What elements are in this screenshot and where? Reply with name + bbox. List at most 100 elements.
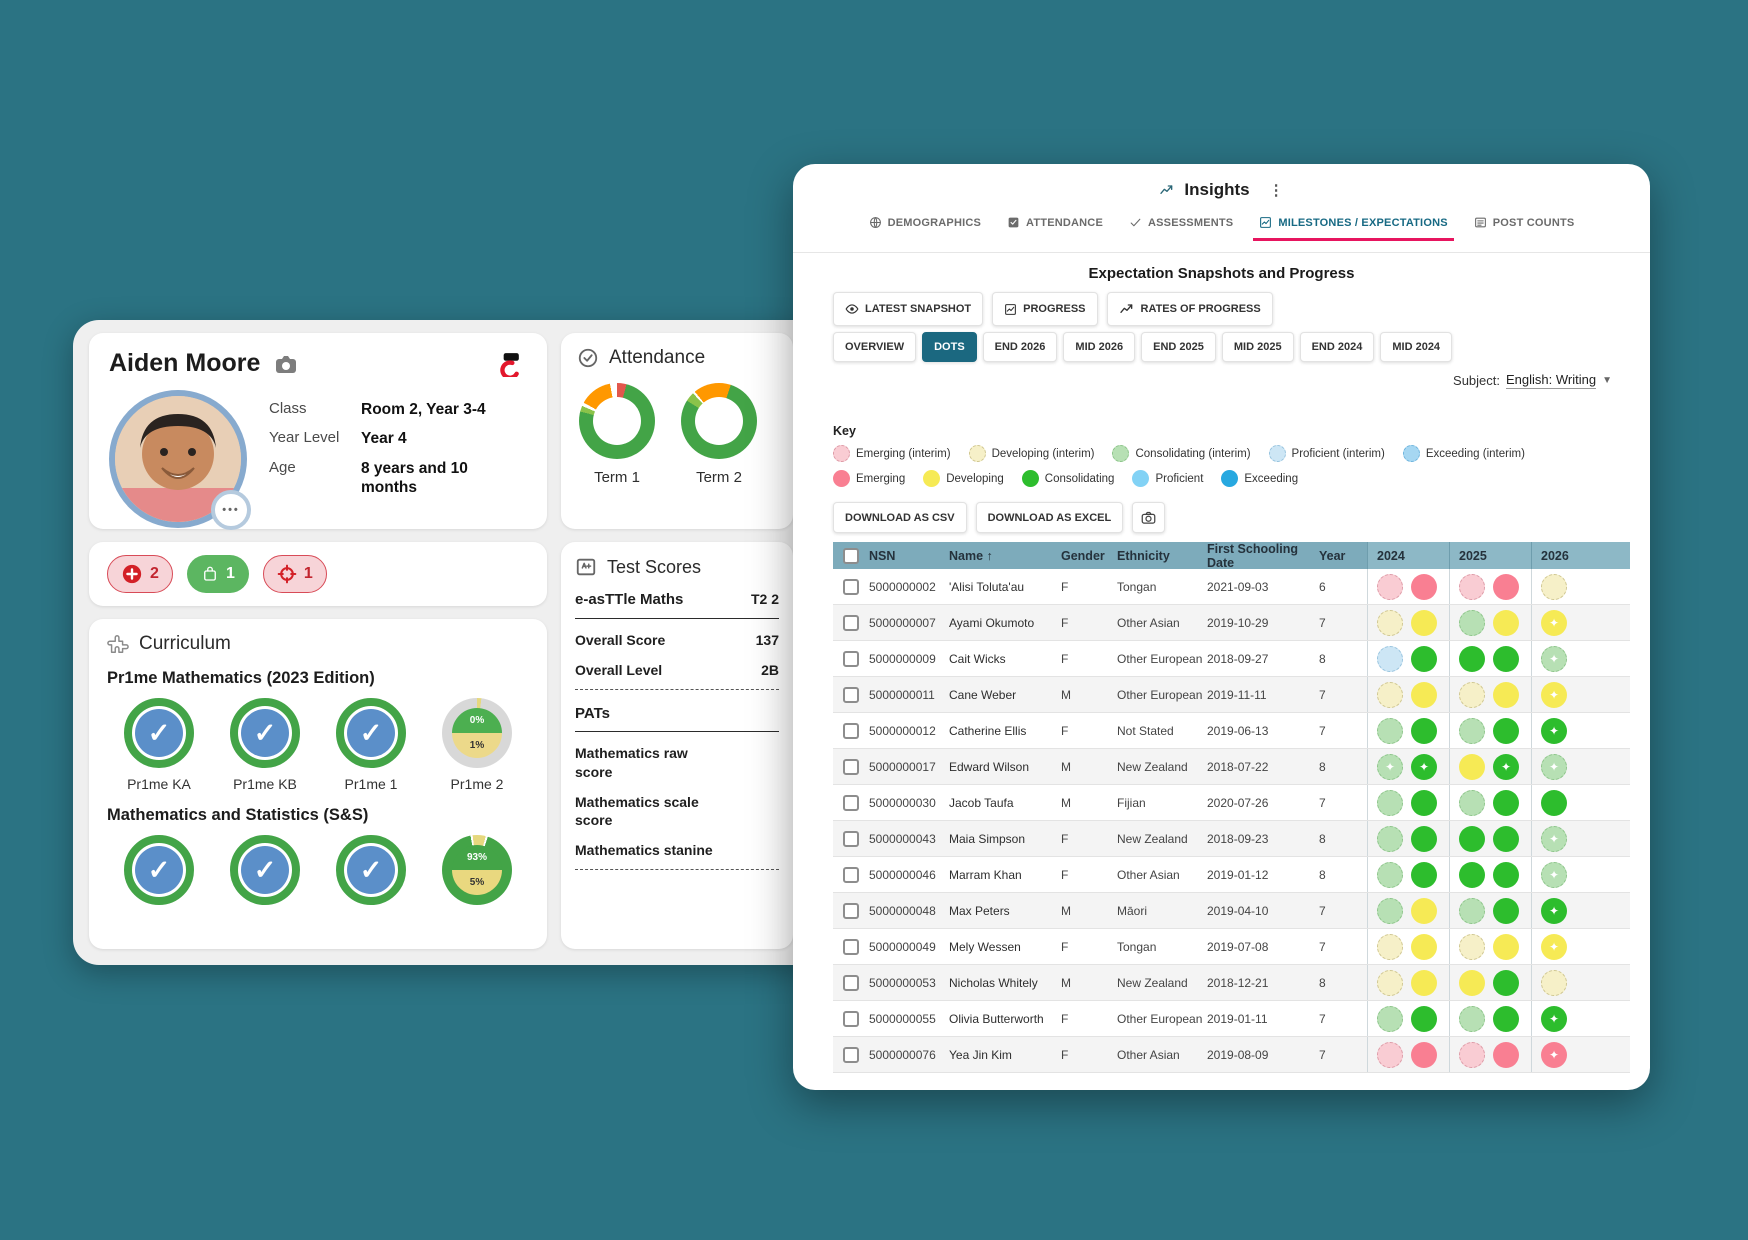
progress-donut: 93% 5% bbox=[442, 835, 512, 905]
key-item-emerging: Emerging bbox=[833, 470, 905, 487]
table-row[interactable]: 5000000017 Edward Wilson M New Zealand 2018-… bbox=[833, 749, 1630, 785]
row-checkbox[interactable] bbox=[843, 758, 859, 775]
cell-name: 'Alisi Toluta'au bbox=[949, 579, 1025, 594]
button-download-as-csv[interactable]: DOWNLOAD AS CSV bbox=[833, 502, 967, 533]
button-download-as-excel[interactable]: DOWNLOAD AS EXCEL bbox=[975, 502, 1124, 533]
curriculum-item[interactable]: ✓ bbox=[321, 835, 421, 905]
view-button-end-2025[interactable]: END 2025 bbox=[1141, 332, 1216, 362]
curriculum-item[interactable]: ✓ bbox=[109, 835, 209, 905]
key-item-developing: Developing bbox=[923, 470, 1004, 487]
column-header-ethnicity[interactable]: Ethnicity bbox=[1117, 548, 1170, 563]
row-checkbox[interactable] bbox=[843, 974, 859, 991]
button-label: DOWNLOAD AS CSV bbox=[845, 511, 955, 524]
tab-milestones-expectations[interactable]: MILESTONES / EXPECTATIONS bbox=[1253, 216, 1455, 241]
trend-icon bbox=[1119, 301, 1135, 317]
progress-bottom-value: 5% bbox=[452, 870, 502, 895]
curriculum-item[interactable]: ✓ Pr1me KA bbox=[109, 698, 209, 792]
tab-demographics[interactable]: DEMOGRAPHICS bbox=[869, 216, 981, 241]
dots-2025 bbox=[1449, 677, 1531, 712]
tab-assessments[interactable]: ASSESSMENTS bbox=[1129, 216, 1233, 241]
view-button-mid-2026[interactable]: MID 2026 bbox=[1063, 332, 1136, 362]
curriculum-item[interactable]: ✓ Pr1me KB bbox=[215, 698, 315, 792]
row-checkbox[interactable] bbox=[843, 578, 859, 595]
avatar-more-button[interactable]: ••• bbox=[211, 490, 251, 530]
subject-select[interactable]: English: Writing bbox=[1506, 372, 1597, 389]
column-header-gender[interactable]: Gender bbox=[1061, 548, 1105, 563]
curriculum-item[interactable]: 0% 1% Pr1me 2 bbox=[427, 698, 527, 792]
camera-icon[interactable] bbox=[274, 352, 298, 376]
cell-year: 8 bbox=[1319, 867, 1326, 882]
table-row[interactable]: 5000000049 Mely Wessen F Tongan 2019-07-08 7 ✦ bbox=[833, 929, 1630, 965]
camera-button[interactable] bbox=[1132, 502, 1166, 533]
table-row[interactable]: 5000000076 Yea Jin Kim F Other Asian 2019-08… bbox=[833, 1037, 1630, 1073]
button-rates-of-progress[interactable]: RATES OF PROGRESS bbox=[1106, 292, 1273, 326]
dots-2026: ✦ bbox=[1531, 713, 1630, 748]
view-button-end-2024[interactable]: END 2024 bbox=[1299, 332, 1375, 362]
row-checkbox[interactable] bbox=[843, 722, 859, 739]
cell-name: Catherine Ellis bbox=[949, 723, 1027, 738]
curriculum-item[interactable]: ✓ Pr1me 1 bbox=[321, 698, 421, 792]
table-row[interactable]: 5000000053 Nicholas Whitely M New Zealand 20… bbox=[833, 965, 1630, 1001]
column-header-year[interactable]: Year bbox=[1319, 548, 1346, 563]
column-header-nsn[interactable]: NSN bbox=[869, 548, 896, 563]
level-dot-developing-sparkle: ✦ bbox=[1541, 609, 1567, 636]
table-row[interactable]: 5000000011 Cane Weber M Other European 2019-… bbox=[833, 677, 1630, 713]
tab-attendance[interactable]: ATTENDANCE bbox=[1007, 216, 1103, 241]
row-checkbox[interactable] bbox=[843, 1046, 859, 1063]
cell-name: Mely Wessen bbox=[949, 939, 1021, 954]
row-checkbox[interactable] bbox=[843, 614, 859, 631]
column-header-2024[interactable]: 2024 bbox=[1367, 542, 1449, 569]
table-row[interactable]: 5000000046 Marram Khan F Other Asian 2019-01… bbox=[833, 857, 1630, 893]
cell-first-schooling-date: 2020-07-26 bbox=[1207, 795, 1269, 810]
tab-post-counts[interactable]: POST COUNTS bbox=[1474, 216, 1575, 241]
column-header-2026[interactable]: 2026 bbox=[1531, 542, 1630, 569]
completed-circle: ✓ bbox=[124, 835, 194, 905]
column-header-first-schooling-date[interactable]: First Schooling Date bbox=[1207, 541, 1298, 570]
level-dot-developing bbox=[1493, 681, 1519, 708]
table-row[interactable]: 5000000007 Ayami Okumoto F Other Asian 2019-… bbox=[833, 605, 1630, 641]
button-latest-snapshot[interactable]: LATEST SNAPSHOT bbox=[833, 292, 984, 326]
view-button-mid-2024[interactable]: MID 2024 bbox=[1380, 332, 1453, 362]
dots-2024 bbox=[1367, 857, 1449, 892]
button-progress[interactable]: PROGRESS bbox=[992, 292, 1098, 326]
dots-2025: ✦ bbox=[1449, 749, 1531, 784]
kebab-menu-icon[interactable]: ⋮ bbox=[1268, 182, 1284, 199]
row-checkbox[interactable] bbox=[843, 1010, 859, 1027]
view-button-overview[interactable]: OVERVIEW bbox=[833, 332, 917, 362]
table-row[interactable]: 5000000048 Max Peters M Māori 2019-04-10 7 ✦ bbox=[833, 893, 1630, 929]
view-button-dots[interactable]: DOTS bbox=[922, 332, 977, 362]
level-dot-consolidating bbox=[1411, 825, 1437, 852]
row-checkbox[interactable] bbox=[843, 794, 859, 811]
column-header-name[interactable]: Name ↑ bbox=[949, 548, 993, 563]
table-row[interactable]: 5000000055 Olivia Butterworth F Other Europ… bbox=[833, 1001, 1630, 1037]
row-checkbox[interactable] bbox=[843, 866, 859, 883]
table-row[interactable]: 5000000009 Cait Wicks F Other European 2018-… bbox=[833, 641, 1630, 677]
row-checkbox[interactable] bbox=[843, 650, 859, 667]
row-checkbox[interactable] bbox=[843, 938, 859, 955]
table-row[interactable]: 5000000043 Maia Simpson F New Zealand 2018-0… bbox=[833, 821, 1630, 857]
cell-name: Olivia Butterworth bbox=[949, 1011, 1044, 1026]
column-header-2025[interactable]: 2025 bbox=[1449, 542, 1531, 569]
check-icon: ✓ bbox=[135, 846, 183, 894]
table-row[interactable]: 5000000002 'Alisi Toluta'au F Tongan 2021-09… bbox=[833, 569, 1630, 605]
level-dot-consolidating bbox=[1493, 825, 1519, 852]
row-checkbox[interactable] bbox=[843, 902, 859, 919]
status-badge[interactable]: 2 bbox=[107, 555, 173, 593]
row-checkbox[interactable] bbox=[843, 686, 859, 703]
table-row[interactable]: 5000000030 Jacob Taufa M Fijian 2020-07-26 7 bbox=[833, 785, 1630, 821]
cell-gender: M bbox=[1061, 903, 1071, 918]
view-button-mid-2025[interactable]: MID 2025 bbox=[1221, 332, 1294, 362]
status-badge[interactable]: 1 bbox=[262, 555, 327, 593]
curriculum-item[interactable]: ✓ bbox=[215, 835, 315, 905]
curriculum-sections: Pr1me Mathematics (2023 Edition) ✓ Pr1me K… bbox=[107, 669, 529, 905]
level-dot-consolidating_interim bbox=[1377, 825, 1403, 852]
curriculum-item[interactable]: 93% 5% bbox=[427, 835, 527, 905]
row-checkbox[interactable] bbox=[843, 830, 859, 847]
sparkle-icon: ✦ bbox=[1548, 867, 1560, 882]
table-row[interactable]: 5000000012 Catherine Ellis F Not Stated 2019… bbox=[833, 713, 1630, 749]
level-dot-proficient bbox=[1132, 470, 1150, 487]
status-badge[interactable]: 1 bbox=[186, 555, 249, 593]
select-all-checkbox[interactable] bbox=[843, 547, 859, 564]
view-button-end-2026[interactable]: END 2026 bbox=[982, 332, 1058, 362]
cell-year: 7 bbox=[1319, 939, 1326, 954]
